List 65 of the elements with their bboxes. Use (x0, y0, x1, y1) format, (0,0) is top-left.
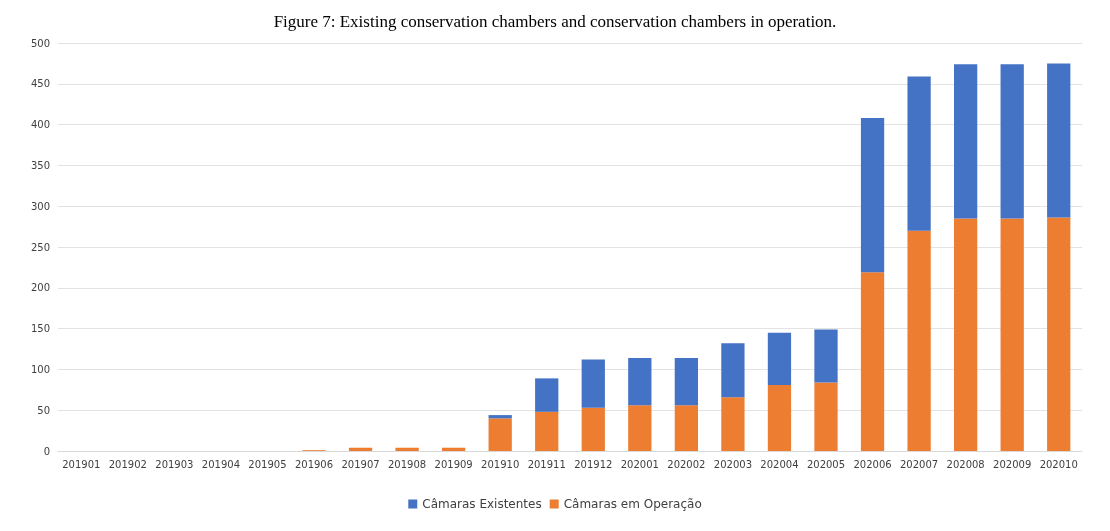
bar (488, 415, 512, 419)
x-tick-label: 201908 (388, 458, 427, 470)
bar (814, 329, 838, 383)
x-tick-label: 201904 (201, 458, 240, 470)
bar (954, 218, 978, 451)
bar (535, 378, 559, 412)
bar (442, 447, 466, 451)
x-tick-label: 202009 (993, 458, 1032, 470)
bar (814, 382, 838, 451)
x-tick-label: 201910 (481, 458, 520, 470)
x-tick-label: 202003 (713, 458, 752, 470)
y-tick-label: 200 (30, 282, 50, 294)
bar (860, 118, 885, 273)
x-tick-label: 202007 (900, 458, 939, 470)
legend-label: Câmaras Existentes (422, 497, 542, 511)
bar (721, 343, 745, 398)
bar (1000, 218, 1024, 451)
y-tick-label: 150 (30, 323, 50, 335)
bar (674, 405, 698, 451)
bar (488, 418, 512, 451)
y-tick-label: 500 (30, 37, 50, 49)
bar (535, 411, 559, 451)
x-tick-label: 201905 (248, 458, 287, 470)
x-tick-label: 202002 (667, 458, 706, 470)
bar (721, 397, 745, 451)
legend-label: Câmaras em Operação (563, 497, 702, 511)
x-tick-label: 201902 (108, 458, 147, 470)
bar (1047, 63, 1071, 218)
bar (1047, 217, 1071, 451)
bar (767, 332, 792, 385)
x-tick-label: 201909 (434, 458, 473, 470)
bar (674, 357, 698, 406)
y-tick-label: 350 (30, 159, 50, 171)
x-tick-label: 201907 (341, 458, 380, 470)
chart-title: Figure 7: Existing conservation chambers and conservation chambers in operation. (273, 12, 837, 31)
x-tick-label: 202004 (760, 458, 799, 470)
x-tick-label: 202001 (620, 458, 659, 470)
bar (628, 405, 652, 451)
x-tick-label: 201903 (155, 458, 194, 470)
y-tick-label: 50 (37, 404, 50, 416)
bar (1000, 64, 1024, 219)
x-tick-label: 201911 (527, 458, 566, 470)
bar (628, 357, 652, 406)
bar (348, 447, 373, 451)
bar (860, 272, 885, 451)
x-tick-label: 201901 (62, 458, 101, 470)
y-tick-label: 0 (43, 445, 50, 457)
x-tick-label: 201912 (574, 458, 613, 470)
bar (581, 359, 605, 408)
x-tick-label: 202005 (806, 458, 846, 470)
y-tick-label: 450 (30, 78, 50, 90)
bar (767, 384, 792, 451)
bar (581, 407, 605, 451)
y-tick-label: 300 (30, 200, 50, 212)
bar (395, 447, 419, 451)
x-tick-label: 201906 (294, 458, 334, 470)
y-tick-label: 250 (30, 241, 50, 253)
y-tick-label: 400 (30, 119, 50, 131)
x-tick-label: 202006 (853, 458, 892, 470)
bar (907, 76, 931, 231)
bar (954, 64, 978, 219)
x-tick-label: 202008 (946, 458, 985, 470)
y-tick-label: 100 (30, 363, 50, 375)
bar (907, 230, 931, 451)
x-tick-label: 202010 (1039, 458, 1078, 470)
